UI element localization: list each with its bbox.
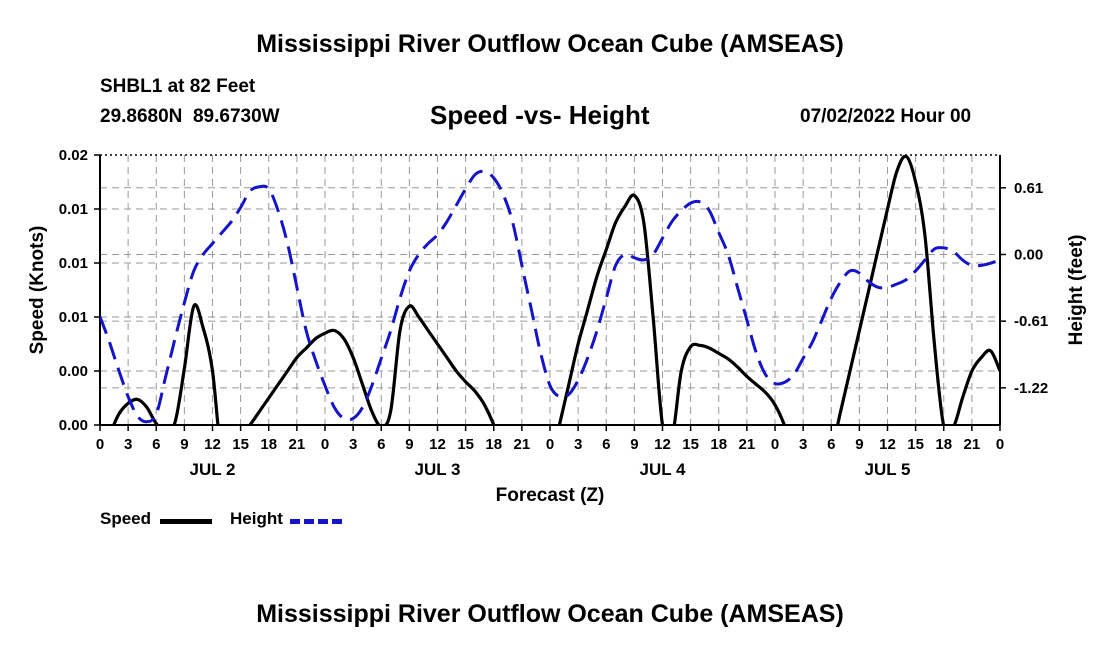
y2-tick-label: -1.22 — [1014, 380, 1048, 397]
chart-subtitle: Speed -vs- Height — [430, 100, 650, 130]
y-tick-label: 0.00 — [59, 417, 88, 434]
x-tick-label: 15 — [232, 436, 249, 453]
y-tick-label: 0.00 — [59, 363, 88, 380]
x-tick-label: 6 — [602, 436, 610, 453]
x-tick-label: 0 — [546, 436, 554, 453]
x-tick-label: 15 — [682, 436, 699, 453]
x-tick-label: 15 — [907, 436, 924, 453]
station-label: SHBL1 at 82 Feet — [100, 76, 256, 97]
y-tick-label: 0.01 — [59, 309, 88, 326]
x-tick-label: 0 — [771, 436, 779, 453]
day-label: JUL 3 — [415, 460, 461, 479]
speed-height-chart: 0 3 6 9 12 15 18 21 0 3 6 9 12 15 18 21 0 3 6 9 12 15 18 21 0 3 6 9… — [27, 147, 1087, 506]
x-axis-title: Forecast (Z) — [496, 485, 605, 506]
x-tick-label: 15 — [457, 436, 474, 453]
x-tick-label: 12 — [429, 436, 446, 453]
x-tick-label: 9 — [855, 436, 863, 453]
y-tick-label: 0.01 — [59, 201, 88, 218]
y2-axis-title: Height (feet) — [1066, 235, 1087, 346]
page-title: Mississippi River Outflow Ocean Cube (AM… — [256, 30, 844, 58]
day-label: JUL 4 — [640, 460, 687, 479]
day-label: JUL 5 — [865, 460, 911, 479]
date-label: 07/02/2022 Hour 00 — [800, 106, 972, 127]
x-tick-label: 3 — [574, 436, 582, 453]
x-tick-label: 9 — [630, 436, 638, 453]
x-tick-label: 21 — [289, 436, 306, 453]
x-tick-label: 18 — [260, 436, 277, 453]
x-tick-label: 18 — [935, 436, 952, 453]
x-tick-label: 9 — [180, 436, 188, 453]
x-tick-label: 21 — [514, 436, 531, 453]
x-tick-label: 12 — [204, 436, 221, 453]
x-tick-label: 6 — [152, 436, 160, 453]
y-axis-title: Speed (Knots) — [27, 226, 48, 355]
y-tick-label: 0.02 — [59, 147, 88, 164]
x-tick-label: 12 — [879, 436, 896, 453]
x-tick-label: 21 — [964, 436, 981, 453]
x-tick-label: 9 — [405, 436, 413, 453]
coordinates-label: 29.8680N 89.6730W — [100, 106, 280, 127]
legend-speed-label: Speed — [100, 509, 152, 528]
legend-speed-swatch — [160, 519, 212, 524]
x-tick-label: 6 — [377, 436, 385, 453]
x-tick-label: 6 — [827, 436, 835, 453]
footer-title: Mississippi River Outflow Ocean Cube (AM… — [256, 600, 844, 628]
speed-series-line — [111, 155, 1000, 425]
x-tick-label: 0 — [321, 436, 329, 453]
x-tick-label: 3 — [799, 436, 807, 453]
x-tick-label: 18 — [485, 436, 502, 453]
x-tick-label: 18 — [710, 436, 727, 453]
y2-tick-label: -0.61 — [1014, 313, 1048, 330]
x-tick-label: 12 — [654, 436, 671, 453]
x-tick-label: 3 — [349, 436, 357, 453]
legend-height-label: Height — [230, 509, 283, 528]
legend-height-swatch — [290, 519, 342, 524]
height-series-line — [100, 169, 1000, 424]
x-tick-label: 0 — [996, 436, 1004, 453]
y-tick-label: 0.01 — [59, 255, 88, 272]
x-tick-label: 3 — [124, 436, 132, 453]
y2-tick-label: 0.61 — [1014, 180, 1043, 197]
x-tick-label: 21 — [739, 436, 756, 453]
y2-tick-label: 0.00 — [1014, 246, 1043, 263]
x-tick-label: 0 — [96, 436, 104, 453]
day-label: JUL 2 — [190, 460, 236, 479]
